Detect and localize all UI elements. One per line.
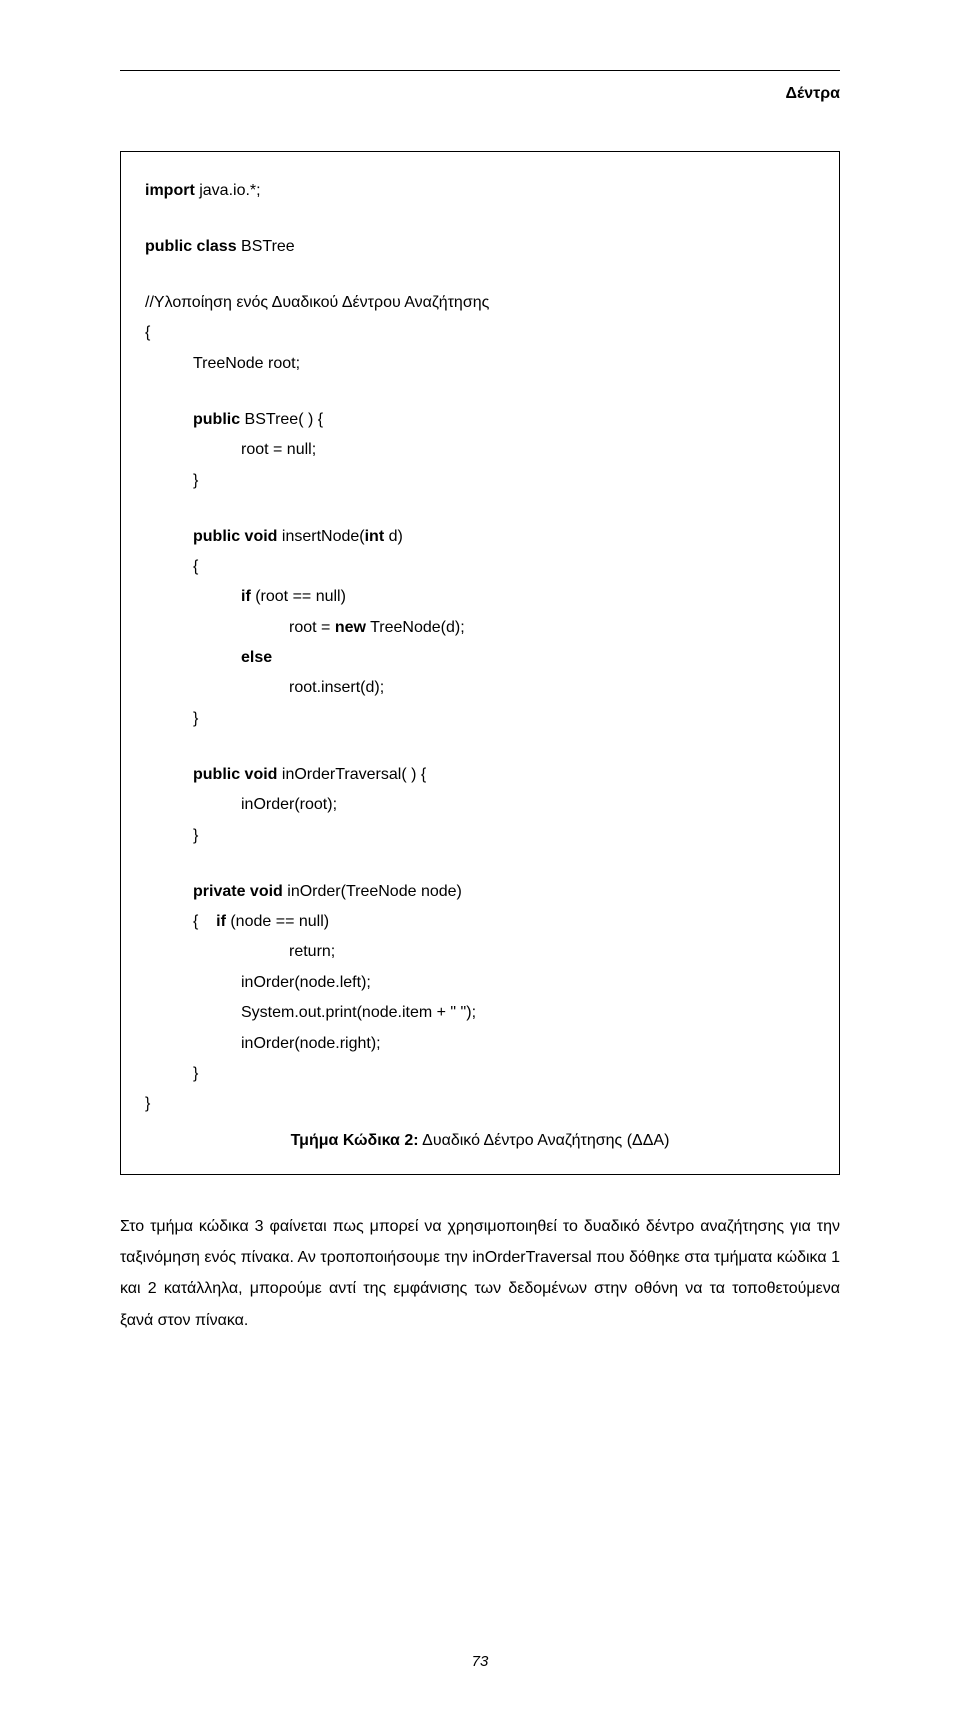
kw: public class [145,238,237,255]
code-line: { [145,552,815,582]
code-line: { if (node == null) [145,907,815,937]
blank-line [145,379,815,405]
code-caption: Τμήμα Κώδικα 2: Δυαδικό Δέντρο Αναζήτηση… [145,1126,815,1156]
inline-code: inOrderTraversal [472,1249,591,1266]
code-line: inOrder(node.right); [145,1029,815,1059]
kw: new [335,619,366,636]
txt: TreeNode(d); [366,619,465,636]
kw: public void [193,766,277,783]
code-line: inOrder(node.left); [145,968,815,998]
code-line: root = new TreeNode(d); [145,613,815,643]
txt: (root == null) [251,588,346,605]
txt: d) [384,528,403,545]
code-listing: import java.io.*; public class BSTree //… [120,151,840,1175]
code-line: return; [145,937,815,967]
code-line: TreeNode root; [145,349,815,379]
txt: inOrderTraversal( ) { [277,766,426,783]
code-line: } [145,466,815,496]
code-line: root.insert(d); [145,673,815,703]
kw: if [241,588,251,605]
top-rule [120,70,840,71]
caption-label: Τμήμα Κώδικα 2: [291,1132,419,1149]
txt: BSTree( ) { [240,411,323,428]
kw: if [216,913,226,930]
code-line: } [145,821,815,851]
kw: private void [193,883,283,900]
kw: int [365,528,385,545]
txt: root = [289,619,335,636]
blank-line [145,262,815,288]
blank-line [145,851,815,877]
code-line: private void inOrder(TreeNode node) [145,877,815,907]
document-page: Δέντρα import java.io.*; public class BS… [0,70,960,1710]
kw: public void [193,528,277,545]
blank-line [145,734,815,760]
caption-text: Δυαδικό Δέντρο Αναζήτησης (ΔΔΑ) [419,1132,670,1149]
code-line: public void inOrderTraversal( ) { [145,760,815,790]
page-header: Δέντρα [120,85,840,103]
page-number: 73 [0,1653,960,1670]
code-line: if (root == null) [145,582,815,612]
kw: public [193,411,240,428]
code-line: inOrder(root); [145,790,815,820]
blank-line [145,496,815,522]
code-line: //Υλοποίηση ενός Δυαδικού Δέντρου Αναζήτ… [145,288,815,318]
code-line: import java.io.*; [145,176,815,206]
txt: (node == null) [226,913,329,930]
code-line: else [145,643,815,673]
code-line: System.out.print(node.item + " "); [145,998,815,1028]
code-line: } [145,1059,815,1089]
blank-line [145,206,815,232]
code-line: { [145,318,815,348]
body-paragraph: Στο τμήμα κώδικα 3 φαίνεται πως μπορεί ν… [120,1211,840,1336]
code-line: public BSTree( ) { [145,405,815,435]
code-line: public void insertNode(int d) [145,522,815,552]
txt: insertNode( [277,528,364,545]
txt: BSTree [237,238,295,255]
code-line: root = null; [145,435,815,465]
code-line: } [145,704,815,734]
kw: import [145,182,195,199]
txt: java.io.*; [195,182,261,199]
code-line: } [145,1089,815,1119]
txt: inOrder(TreeNode node) [283,883,462,900]
code-line: public class BSTree [145,232,815,262]
txt: { [193,913,216,930]
